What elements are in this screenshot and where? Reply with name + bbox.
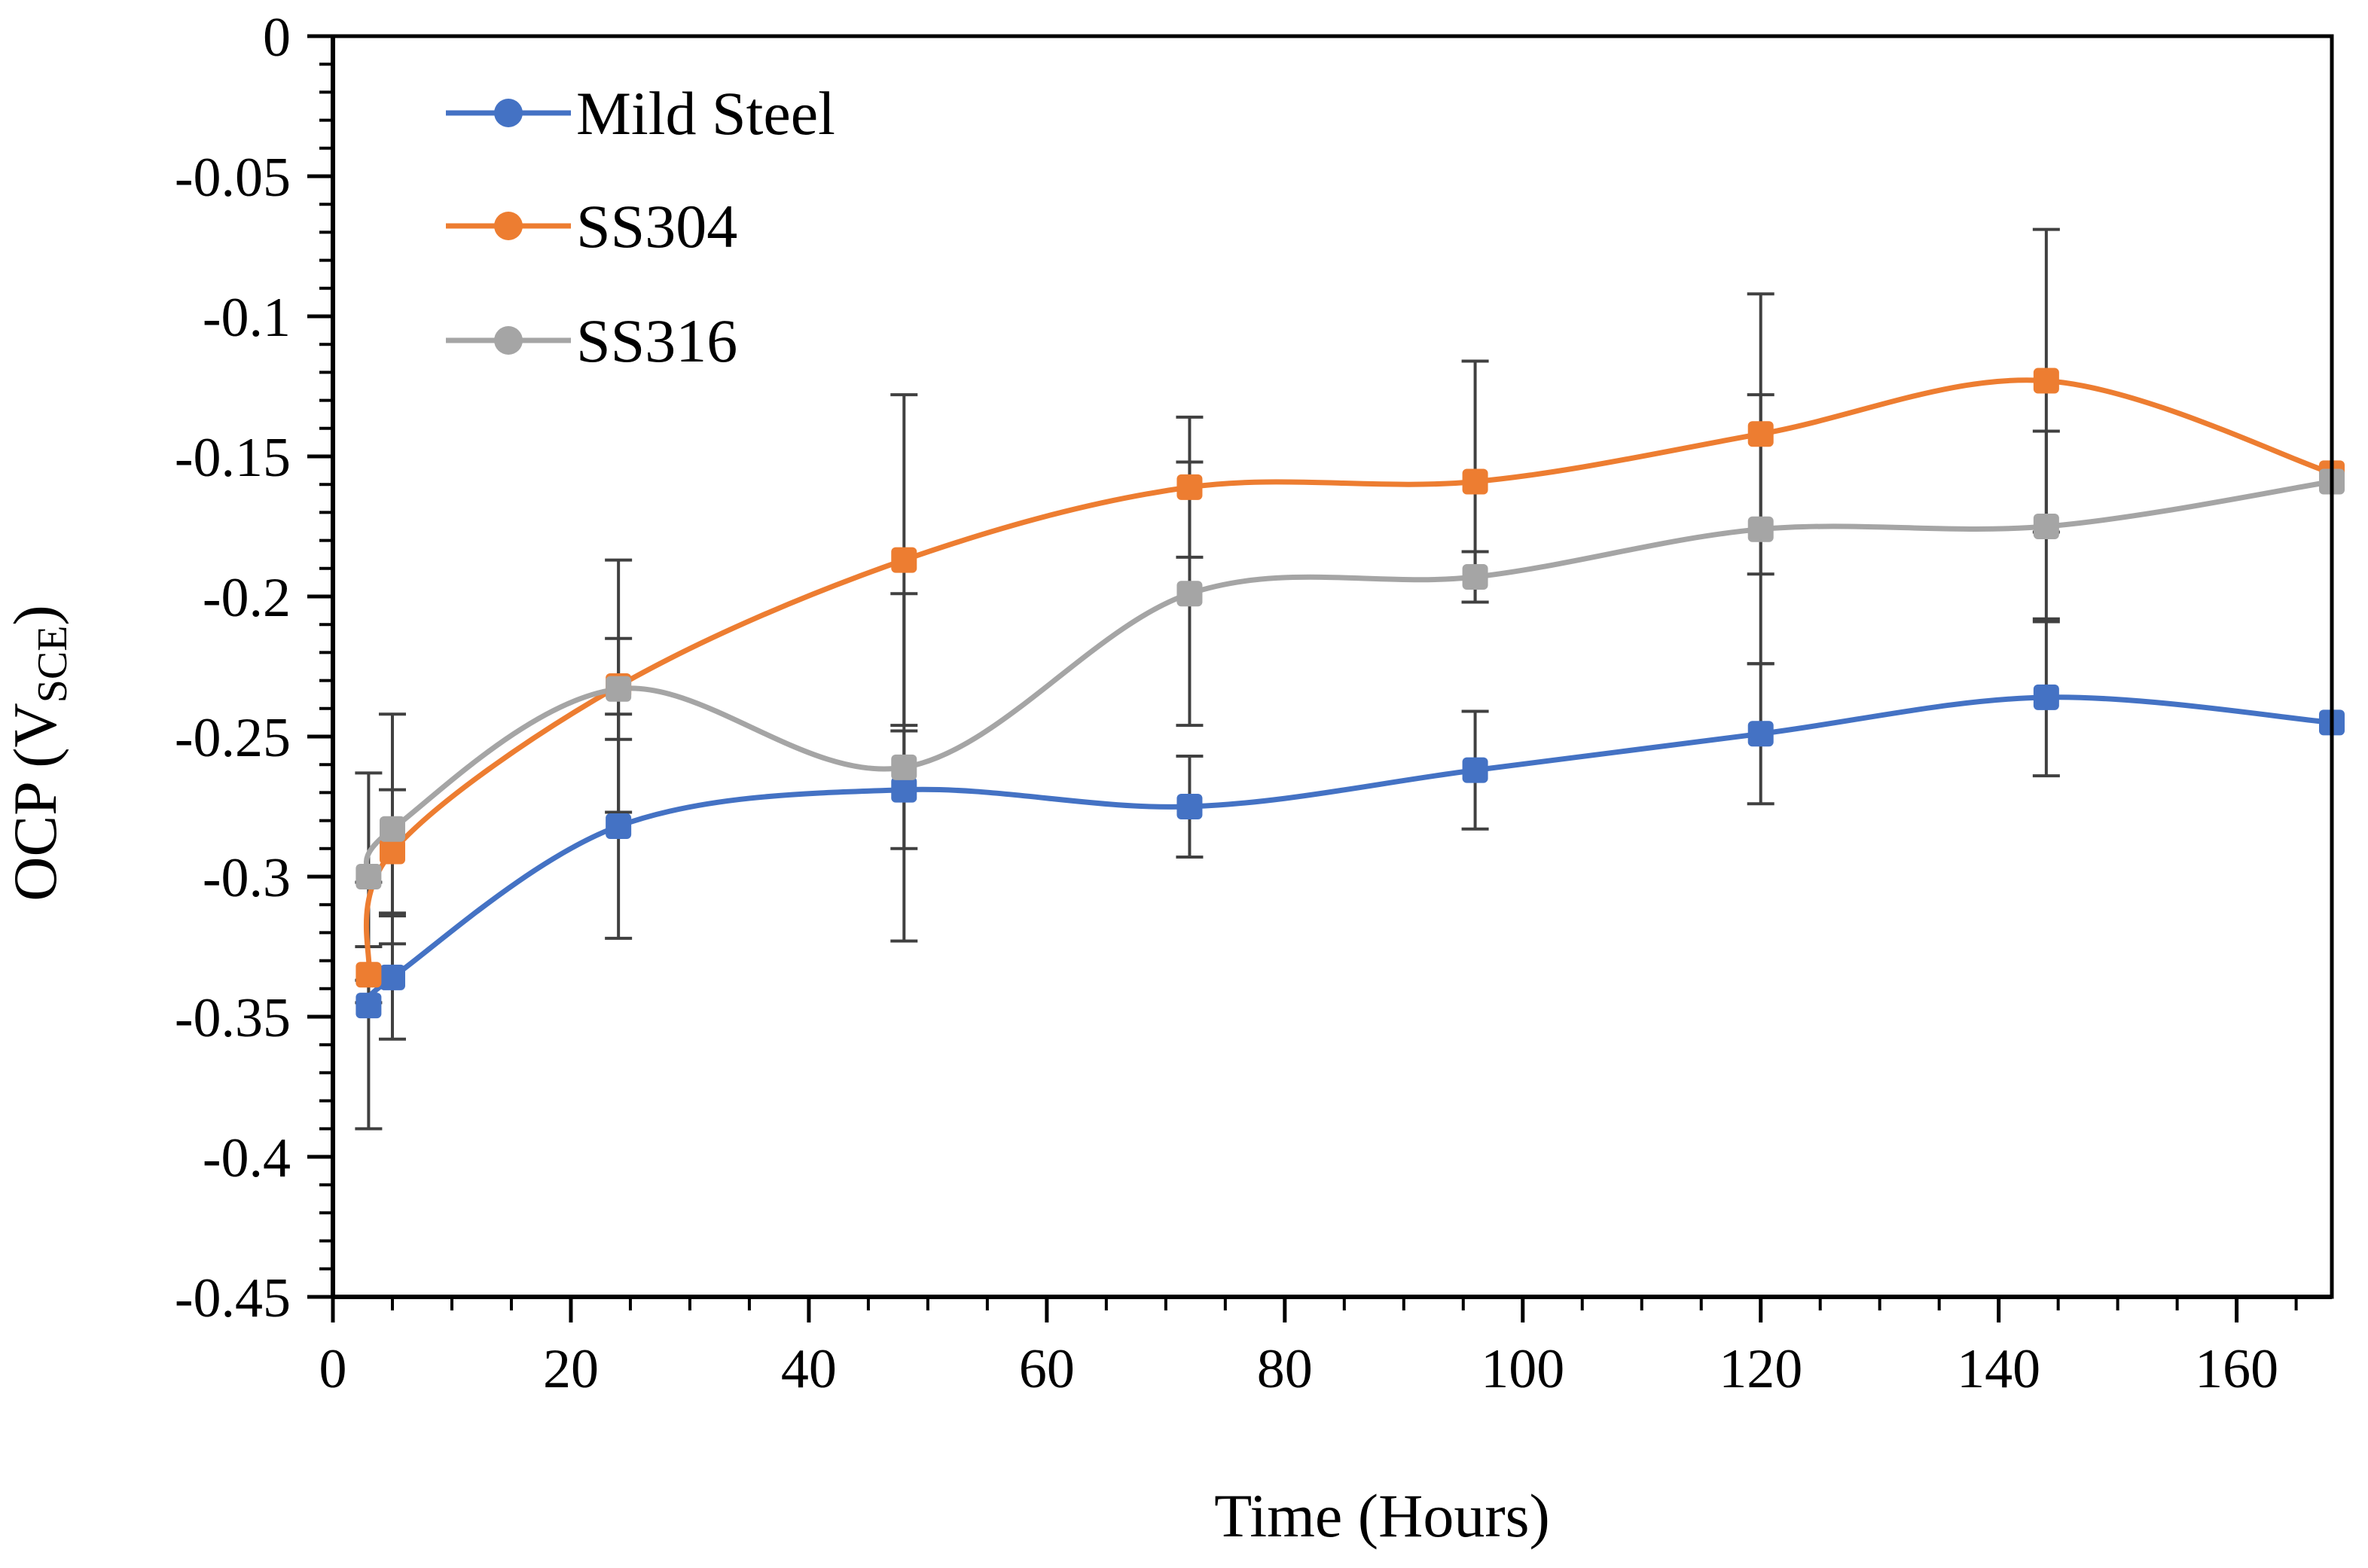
x-tick-label: 140 [1957,1338,2040,1400]
data-point-mild-steel [356,993,382,1019]
legend-item-ss316: SS316 [446,307,737,375]
x-tick-label: 160 [2195,1338,2278,1400]
x-axis-title: Time (Hours) [1214,1481,1550,1550]
x-tick-label: 80 [1257,1338,1313,1400]
y-tick-label: -0.4 [203,1127,291,1189]
data-point-ss316 [1176,581,1203,607]
data-point-ss316 [891,754,917,780]
legend-label: SS316 [576,307,737,375]
data-point-mild-steel [2033,684,2059,710]
legend-marker [494,326,523,355]
data-point-ss304 [356,962,382,988]
major-ticks [307,34,2239,1322]
y-tick-label: -0.3 [203,847,291,909]
legend-item-ss304: SS304 [446,192,737,261]
legend-item-mild-steel: Mild Steel [446,79,835,148]
data-point-ss316 [1462,563,1488,590]
x-tick-label: 120 [1719,1338,1802,1400]
data-point-mild-steel [606,813,632,840]
y-tick-label: -0.35 [175,987,291,1049]
legend: Mild Steel SS304 SS316 [446,79,835,375]
y-tick-label: -0.15 [175,427,291,489]
data-point-ss316 [379,816,405,842]
data-point-mild-steel [891,776,917,803]
y-tick-label: -0.45 [175,1268,291,1329]
data-point-ss304 [1747,421,1774,447]
data-point-ss316 [1747,516,1774,542]
data-point-ss304 [1462,468,1488,495]
series-lines [363,377,2333,1008]
data-point-mild-steel [379,964,405,990]
y-axis-title-close: ) [1,605,69,625]
x-tick-label: 0 [319,1338,347,1400]
y-axis-title: OCP (VSCE) [1,605,76,901]
series-line-mild-steel [364,694,2333,1008]
legend-marker [494,212,523,240]
x-tick-labels: 0 20 40 60 80 100 120 140 160 [319,1338,2279,1400]
series-line-ss316 [364,479,2333,878]
data-point-mild-steel [1747,721,1774,747]
y-axis-title-subscript: SCE [29,626,76,703]
data-point-ss304 [891,547,917,573]
y-tick-labels: 0 -0.05 -0.1 -0.15 -0.2 -0.25 -0.3 -0.35 -0.4 -0.… [175,7,291,1329]
x-tick-label: 60 [1019,1338,1075,1400]
data-point-ss316 [2033,514,2059,539]
y-tick-label: -0.2 [203,567,291,629]
data-point-mild-steel [1176,794,1203,819]
x-tick-label: 40 [781,1338,837,1400]
legend-marker [494,99,523,127]
data-point-ss304 [379,838,405,865]
series-line-ss304 [363,377,2333,975]
legend-label: SS304 [576,192,737,261]
x-tick-label: 20 [543,1338,599,1400]
data-point-markers [356,368,2345,1019]
y-tick-label: -0.05 [175,147,291,209]
y-tick-label: -0.25 [175,707,291,769]
data-point-ss304 [2033,368,2059,394]
y-tick-label: -0.1 [203,287,291,349]
data-point-ss316 [606,676,632,702]
data-point-ss304 [1176,474,1203,500]
y-axis-title-main: OCP (V [1,703,69,901]
legend-label: Mild Steel [576,79,835,148]
data-point-mild-steel [1462,757,1488,783]
y-tick-label: 0 [263,7,291,69]
data-point-ss316 [356,864,382,889]
x-tick-label: 100 [1481,1338,1564,1400]
